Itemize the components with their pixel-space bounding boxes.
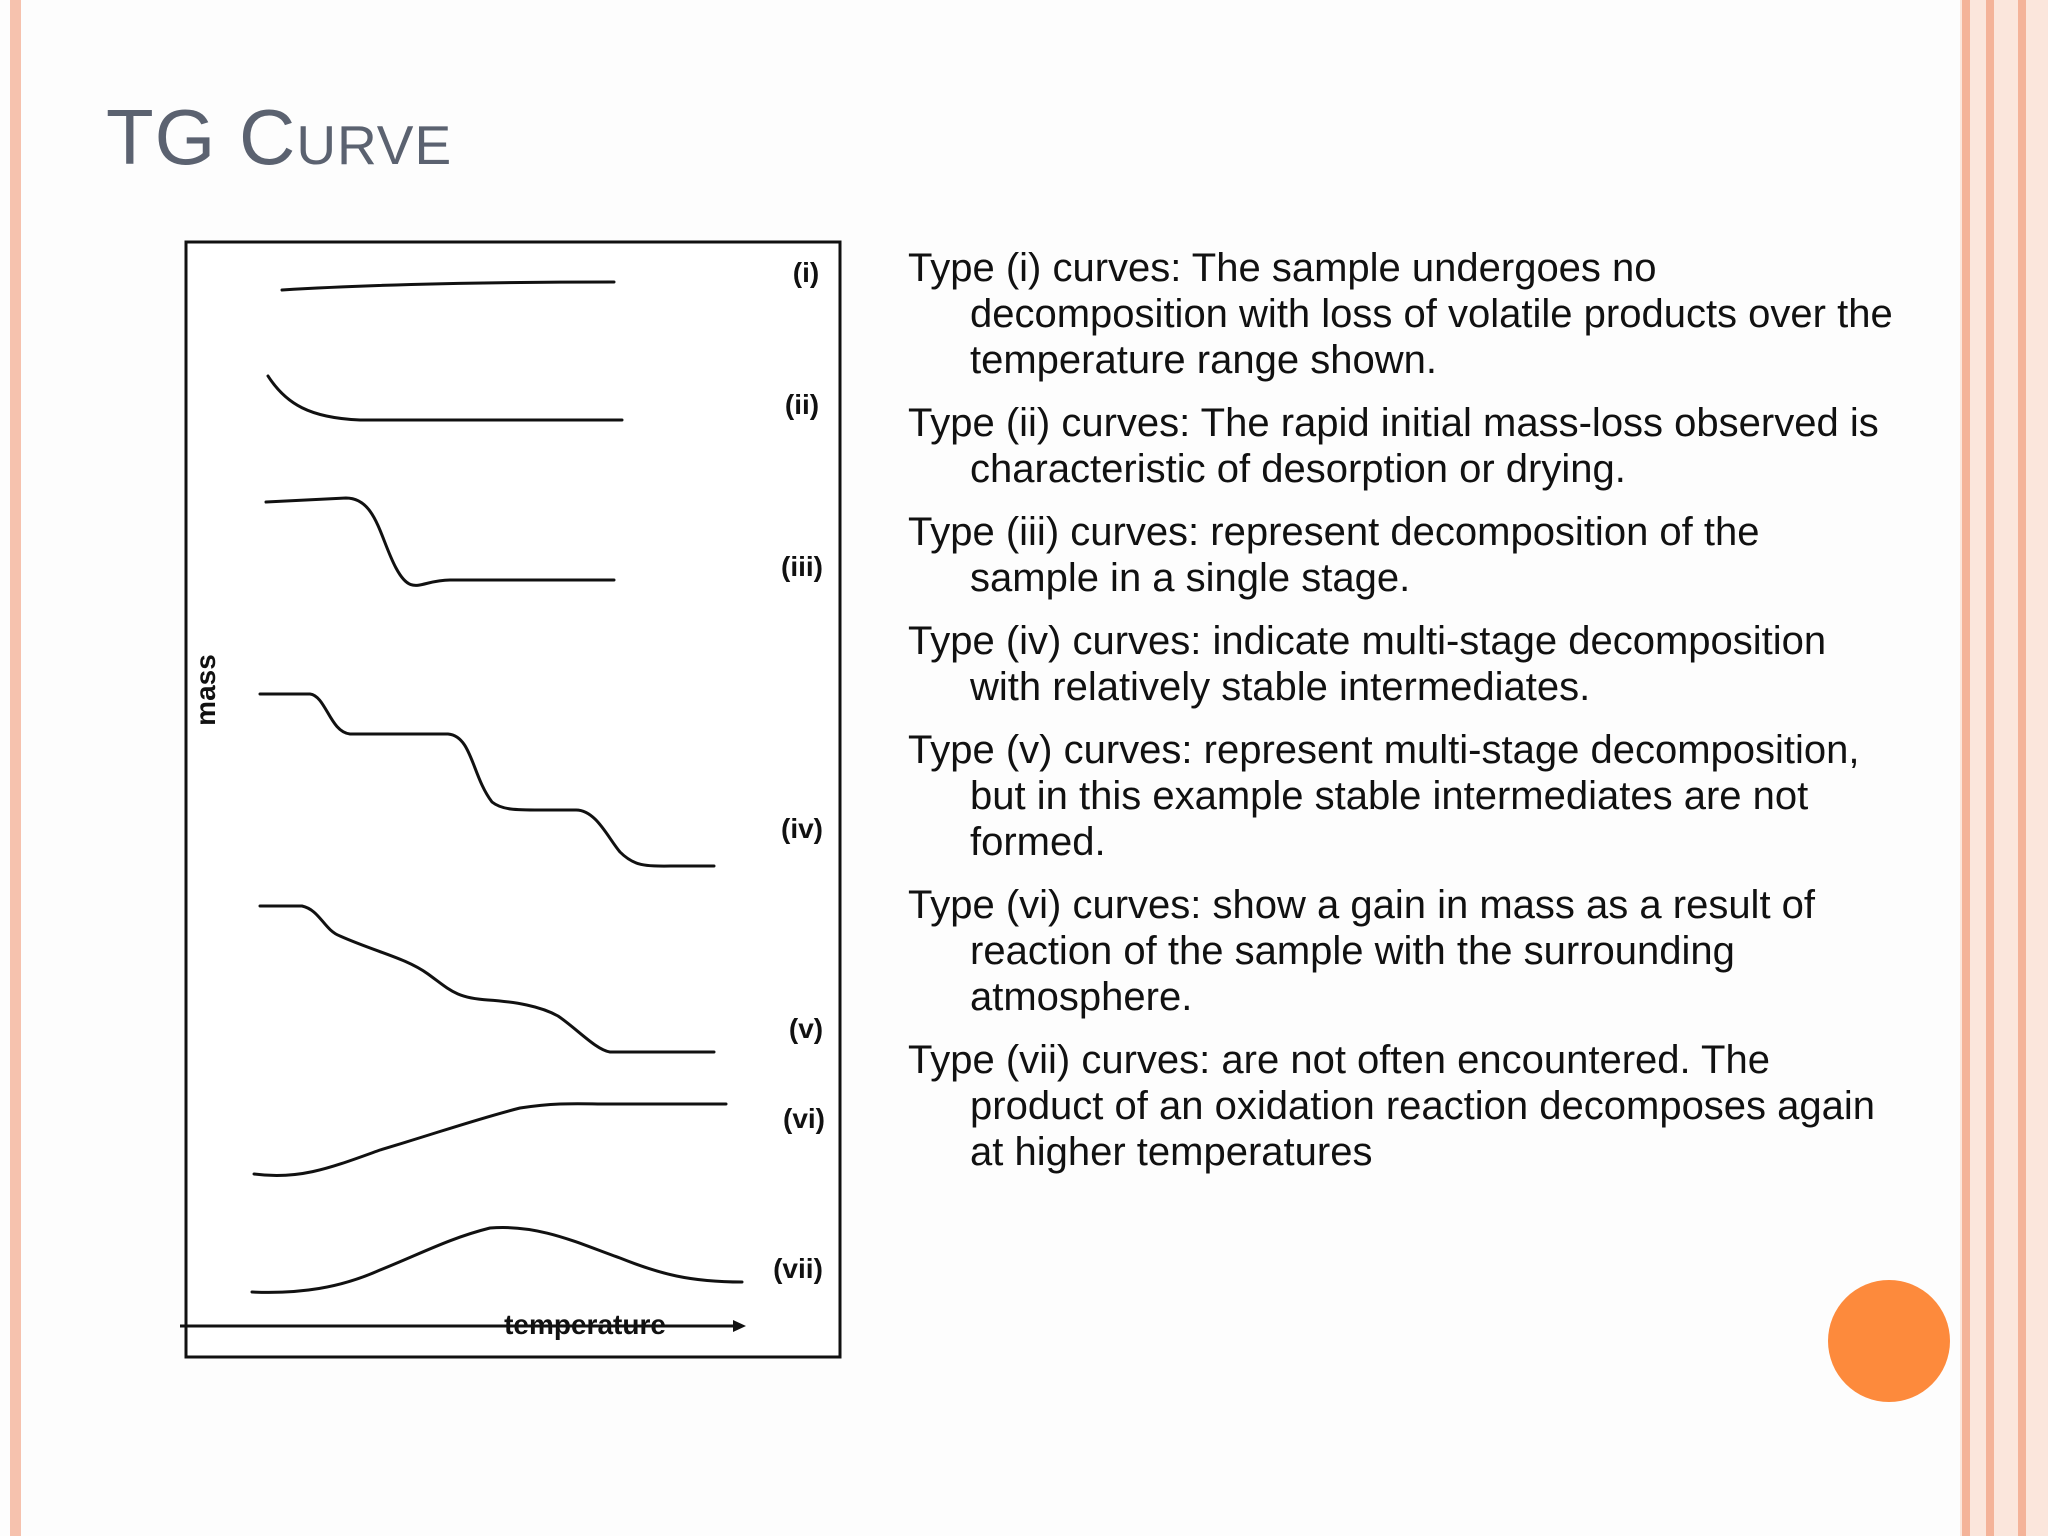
curve-label-ii: (ii): [785, 389, 819, 420]
curve-label-v: (v): [789, 1013, 823, 1044]
curve-type-descriptions: Type (i) curves: The sample undergoes no…: [908, 245, 1898, 1192]
description-type-vi: Type (vi) curves: show a gain in mass as…: [908, 883, 1816, 1019]
curve-label-vii: (vii): [773, 1253, 823, 1284]
curve-label-vi: (vi): [783, 1103, 825, 1134]
curve-vi: [252, 1102, 728, 1178]
description-type-i: Type (i) curves: The sample undergoes no…: [908, 246, 1893, 382]
curve-label-iii: (iii): [781, 551, 823, 582]
description-type-v: Type (v) curves: represent multi-stage d…: [908, 728, 1860, 864]
curve-iv: [258, 692, 716, 868]
curve-i: [280, 280, 616, 292]
right-accent-line: [1962, 0, 1970, 1536]
curve-vii: [250, 1225, 744, 1294]
left-accent-stripe: [10, 0, 21, 1536]
x-axis-label: temperature: [504, 1309, 666, 1340]
description-type-ii: Type (ii) curves: The rapid initial mass…: [908, 401, 1879, 491]
right-accent-line: [2018, 0, 2026, 1536]
curve-ii: [266, 374, 624, 422]
curve-iii: [264, 496, 616, 587]
right-accent-line: [1986, 0, 1994, 1536]
curve-v: [258, 904, 716, 1054]
description-type-vii: Type (vii) curves: are not often encount…: [908, 1038, 1876, 1174]
curve-label-iv: (iv): [781, 813, 823, 844]
curve-label-i: (i): [793, 257, 819, 288]
tg-curves-figure: temperature mass (i) (ii) (iii) (iv) (v)…: [180, 240, 842, 1359]
decorative-circle: [1828, 1280, 1950, 1402]
description-type-iv: Type (iv) curves: indicate multi-stage d…: [908, 619, 1827, 709]
y-axis-label: mass: [190, 654, 221, 726]
temperature-arrow-icon: [733, 1320, 746, 1332]
right-accent-band: [1960, 0, 2048, 1536]
slide-title: TG Curve: [106, 93, 453, 181]
description-type-iii: Type (iii) curves: represent decompositi…: [908, 510, 1760, 600]
figure-frame: [184, 240, 842, 1359]
